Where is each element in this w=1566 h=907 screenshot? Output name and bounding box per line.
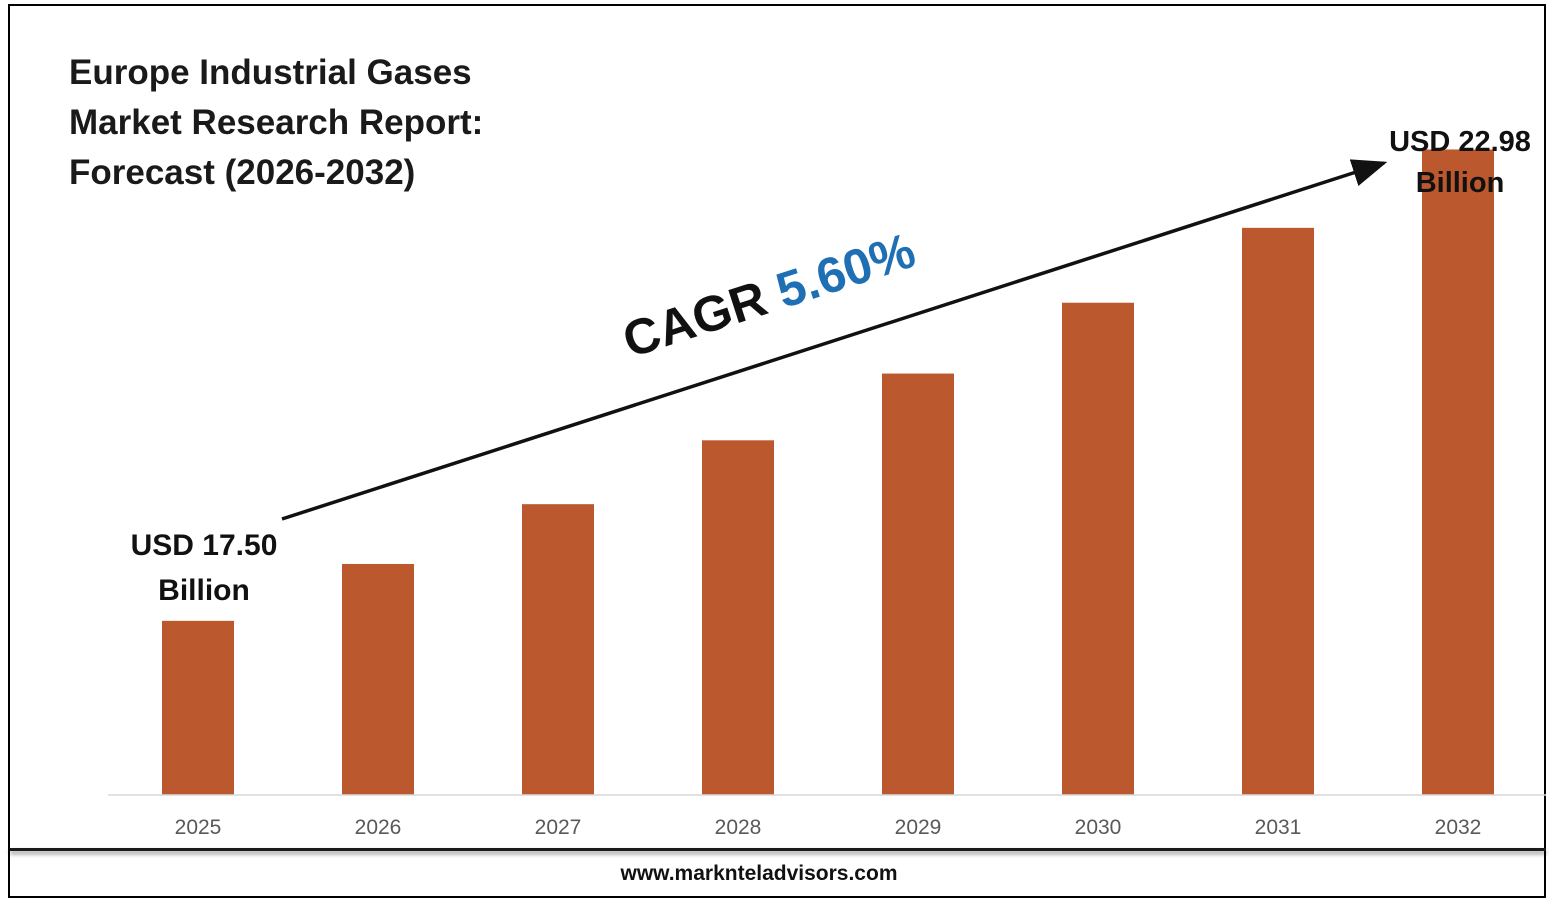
bar-2030 [1062, 302, 1134, 795]
x-axis-ticks: 2025 2026 2027 2028 2029 2030 2031 2032 [175, 816, 1482, 839]
bar-2028 [702, 440, 774, 795]
chart-title-line-1: Europe Industrial Gases [69, 53, 472, 92]
x-tick-label-2026: 2026 [355, 816, 402, 839]
x-tick-label-2025: 2025 [175, 816, 222, 839]
cagr-prefix: CAGR [616, 270, 773, 369]
bar-2025 [162, 620, 234, 795]
bar-2032 [1422, 149, 1494, 795]
bar-2026 [342, 563, 414, 795]
bar-2031 [1242, 227, 1314, 796]
chart-frame [8, 4, 1546, 898]
x-tick-label-2031: 2031 [1255, 816, 1302, 839]
start-value-label-line-2: Billion [158, 574, 250, 607]
x-tick-label-2027: 2027 [535, 816, 582, 839]
chart-title-line-3: Forecast (2026-2032) [69, 153, 416, 192]
x-tick-label-2030: 2030 [1075, 816, 1122, 839]
cagr-annotation: CAGR5.60% [616, 222, 922, 368]
bar-2029 [882, 373, 954, 795]
footer-divider [10, 848, 1546, 851]
chart-title: Europe Industrial Gases Market Research … [69, 48, 483, 198]
cagr-value: 5.60% [770, 222, 922, 319]
source-url: www.marknteladvisors.com [620, 862, 898, 885]
growth-arrow [281, 159, 1388, 521]
chart-title-line-2: Market Research Report: [69, 103, 484, 142]
x-tick-label-2028: 2028 [715, 816, 762, 839]
bar-2027 [522, 504, 594, 795]
x-tick-label-2029: 2029 [895, 816, 942, 839]
end-value-label-line-2: Billion [1416, 167, 1505, 199]
x-tick-label-2032: 2032 [1435, 816, 1482, 839]
start-value-label-line-1: USD 17.50 [131, 529, 278, 562]
end-value-label-line-1: USD 22.98 [1389, 126, 1531, 158]
bar-series [162, 149, 1494, 796]
